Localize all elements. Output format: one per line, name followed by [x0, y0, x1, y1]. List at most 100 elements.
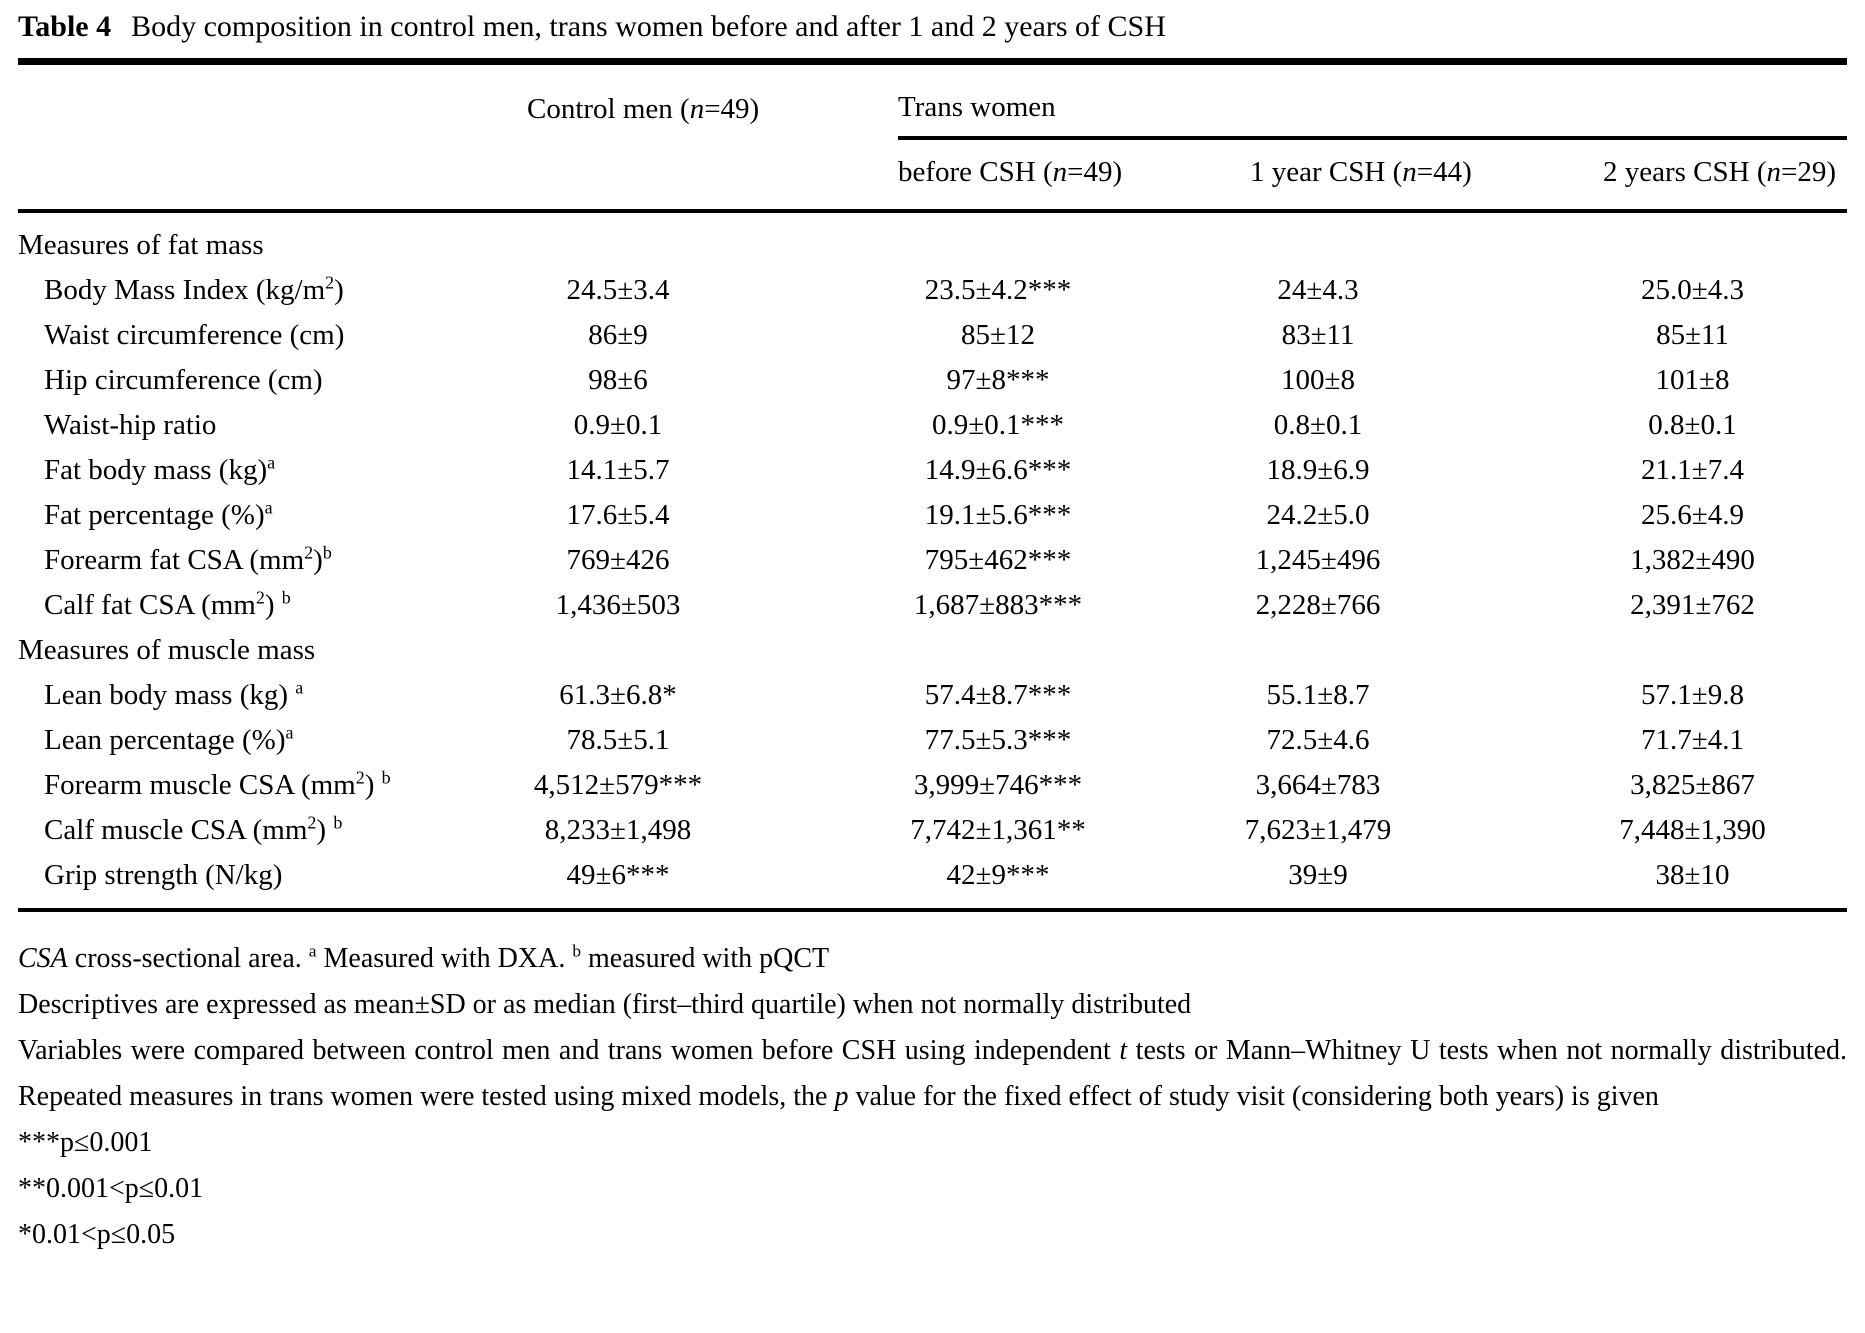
table-row: Lean body mass (kg) a 61.3±6.8* 57.4±8.7**…	[18, 673, 1847, 718]
cell-value: 57.1±9.8	[1641, 679, 1744, 711]
cell-value: 39±9	[1288, 859, 1348, 891]
footnote-statistics: Variables were compared between control …	[18, 1035, 1848, 1112]
col-header-trans-women: Trans women	[898, 61, 1847, 140]
table-footnotes: CSA cross-sectional area. a Measured wit…	[18, 936, 1847, 1258]
cell-value: 21.1±7.4	[1641, 454, 1744, 486]
table-row: Grip strength (N/kg) 49±6*** 42±9*** 39±9 38…	[18, 853, 1847, 910]
row-label: Body Mass Index (kg/m2)	[44, 272, 344, 306]
cell-value: 77.5±5.3***	[924, 724, 1072, 756]
cell-value: 14.1±5.7	[566, 454, 670, 486]
table-row: Body Mass Index (kg/m2) 24.5±3.4 23.5±4.2*…	[18, 268, 1847, 313]
row-label: Hip circumference (cm)	[44, 364, 323, 396]
cell-value: 0.8±0.1	[1273, 409, 1363, 441]
table-row: Forearm fat CSA (mm2)b 769±426 795±462*** 1…	[18, 538, 1847, 583]
table-row: Waist-hip ratio 0.9±0.1 0.9±0.1*** 0.8±0.1 0…	[18, 403, 1847, 448]
row-label: Waist circumference (cm)	[44, 319, 345, 351]
cell-value: 24.2±5.0	[1266, 499, 1370, 531]
col-header-before-csh: before CSH (n=49)	[898, 138, 1208, 213]
table-number: Table 4	[18, 10, 112, 43]
table-header: Control men (n=49) Trans women before CS…	[18, 61, 1847, 213]
cell-value: 3,825±867	[1630, 769, 1755, 801]
footnote-abbreviations: CSA cross-sectional area. a Measured wit…	[18, 941, 830, 974]
cell-value: 7,623±1,479	[1244, 814, 1392, 846]
cell-value: 83±11	[1281, 319, 1355, 351]
col-header-control-men: Control men (n=49)	[527, 93, 760, 125]
cell-value: 1,687±883***	[913, 589, 1083, 621]
table-row: Fat body mass (kg)a 14.1±5.7 14.9±6.6*** 18…	[18, 448, 1847, 493]
cell-value: 1,245±496	[1255, 544, 1381, 576]
cell-value: 24±4.3	[1277, 274, 1359, 306]
cell-value: 8,233±1,498	[544, 814, 692, 846]
table-row: Waist circumference (cm) 86±9 85±12 83±11 85…	[18, 313, 1847, 358]
cell-value: 7,448±1,390	[1619, 814, 1766, 846]
table-title: Body composition in control men, trans w…	[131, 10, 1166, 43]
cell-value: 0.9±0.1***	[932, 409, 1064, 441]
cell-value: 19.1±5.6***	[924, 499, 1072, 531]
cell-value: 0.8±0.1	[1648, 409, 1737, 441]
table-row: Lean percentage (%)a 78.5±5.1 77.5±5.3*** 7…	[18, 718, 1847, 763]
footnote-descriptives: Descriptives are expressed as mean±SD or…	[18, 989, 1192, 1020]
table-body: Measures of fat mass Body Mass Index (kg/…	[18, 211, 1847, 910]
cell-value: 3,999±746***	[913, 769, 1083, 801]
cell-value: 57.4±8.7***	[924, 679, 1072, 711]
cell-value: 2,228±766	[1255, 589, 1381, 621]
section-row: Measures of fat mass	[18, 211, 1847, 268]
header-row-subcolumns: before CSH (n=49) 1 year CSH (n=44) 2 ye…	[18, 138, 1847, 213]
header-spacer	[448, 138, 898, 213]
cell-value: 769±426	[566, 544, 670, 576]
row-label: Lean body mass (kg) a	[44, 677, 304, 711]
cell-value: 25.6±4.9	[1641, 499, 1744, 531]
cell-value: 3,664±783	[1255, 769, 1381, 801]
cell-value: 0.9±0.1	[573, 409, 663, 441]
cell-value: 78.5±5.1	[566, 724, 670, 756]
paper-page: Table 4 Body composition in control men, …	[18, 8, 1847, 1258]
table-row: Hip circumference (cm) 98±6 97±8*** 100±8 10…	[18, 358, 1847, 403]
header-row-groups: Control men (n=49) Trans women	[18, 61, 1847, 140]
section-row: Measures of muscle mass	[18, 628, 1847, 673]
cell-value: 17.6±5.4	[566, 499, 670, 531]
row-label: Waist-hip ratio	[44, 409, 217, 441]
cell-value: 98±6	[588, 364, 648, 396]
significance-note-3-stars: ***p≤0.001	[18, 1127, 153, 1158]
cell-value: 7,742±1,361**	[910, 814, 1086, 846]
cell-value: 49±6***	[566, 859, 670, 891]
cell-value: 18.9±6.9	[1266, 454, 1370, 486]
row-label: Grip strength (N/kg)	[44, 859, 283, 891]
significance-note-2-stars: **0.001<p≤0.01	[18, 1173, 204, 1204]
cell-value: 55.1±8.7	[1266, 679, 1370, 711]
cell-value: 795±462***	[924, 544, 1072, 576]
cell-value: 86±9	[588, 319, 648, 351]
cell-value: 14.9±6.6***	[924, 454, 1072, 486]
cell-value: 71.7±4.1	[1641, 724, 1744, 756]
row-label: Calf fat CSA (mm2) b	[44, 587, 291, 621]
cell-value: 61.3±6.8*	[559, 679, 677, 711]
cell-value: 100±8	[1281, 364, 1355, 396]
col-header-1-year-csh: 1 year CSH (n=44)	[1208, 138, 1538, 213]
row-label: Forearm fat CSA (mm2)b	[44, 542, 332, 576]
cell-value: 72.5±4.6	[1266, 724, 1370, 756]
table-row: Calf muscle CSA (mm2) b 8,233±1,498 7,742±…	[18, 808, 1847, 853]
cell-value: 2,391±762	[1630, 589, 1755, 621]
cell-value: 38±10	[1655, 859, 1730, 891]
cell-value: 85±11	[1656, 319, 1729, 351]
cell-value: 24.5±3.4	[566, 274, 670, 306]
table-caption: Table 4 Body composition in control men, …	[18, 8, 1847, 46]
table-row: Forearm muscle CSA (mm2) b 4,512±579*** 3,…	[18, 763, 1847, 808]
body-composition-table: Control men (n=49) Trans women before CS…	[18, 58, 1847, 912]
table-row: Calf fat CSA (mm2) b 1,436±503 1,687±883**…	[18, 583, 1847, 628]
header-spacer	[18, 138, 448, 213]
cell-value: 42±9***	[946, 859, 1050, 891]
cell-value: 23.5±4.2***	[924, 274, 1072, 306]
section-label: Measures of fat mass	[18, 229, 264, 261]
row-label: Calf muscle CSA (mm2) b	[44, 812, 343, 846]
significance-note-1-star: *0.01<p≤0.05	[18, 1219, 176, 1250]
cell-value: 97±8***	[946, 364, 1050, 396]
cell-value: 4,512±579***	[533, 769, 703, 801]
table-row: Fat percentage (%)a 17.6±5.4 19.1±5.6*** 24…	[18, 493, 1847, 538]
cell-value: 1,436±503	[555, 589, 681, 621]
row-label: Fat percentage (%)a	[44, 497, 273, 531]
row-label: Lean percentage (%)a	[44, 722, 294, 756]
header-spacer	[18, 62, 448, 139]
cell-value: 101±8	[1655, 364, 1730, 396]
cell-value: 85±12	[961, 319, 1035, 351]
